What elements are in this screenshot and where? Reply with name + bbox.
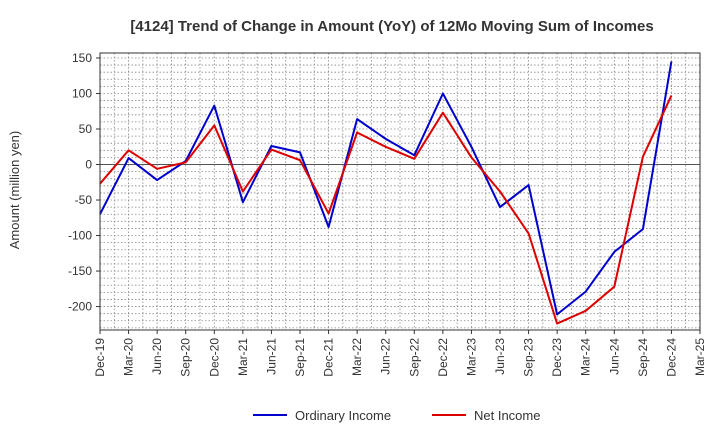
- y-tick-label: 50: [79, 122, 93, 136]
- x-tick-label: Dec-21: [322, 338, 336, 377]
- x-tick-label: Dec-20: [207, 338, 221, 377]
- x-tick-label: Mar-22: [350, 338, 364, 376]
- y-tick-label: -200: [68, 300, 92, 314]
- x-tick-label: Jun-21: [264, 338, 278, 375]
- series-line-ordinary-income: [99, 61, 673, 316]
- x-tick-label: Jun-20: [150, 338, 164, 375]
- x-tick-label: Sep-22: [407, 338, 421, 377]
- plot-border: [99, 52, 701, 331]
- y-tick-labels: 150 100 50 0 -50 -100 -150 -200: [68, 51, 100, 314]
- x-tick-label: Mar-23: [464, 338, 478, 376]
- y-tick-label: -50: [75, 193, 93, 207]
- x-tick-label: Sep-20: [179, 338, 193, 377]
- y-axis-label: Amount (million yen): [7, 131, 22, 250]
- series-lines: [99, 61, 673, 325]
- x-tick-label: Jun-23: [493, 338, 507, 375]
- x-tick-label: Jun-24: [607, 338, 621, 375]
- x-tick-label: Dec-19: [93, 338, 107, 377]
- x-tick-labels: Dec-19 Mar-20 Jun-20 Sep-20 Dec-20 Mar-21 Jun-…: [93, 330, 707, 377]
- x-tick-label: Mar-24: [579, 338, 593, 376]
- x-tick-label: Dec-24: [664, 338, 678, 377]
- x-tick-label: Mar-21: [236, 338, 250, 376]
- x-tick-label: Dec-23: [550, 338, 564, 377]
- legend-label: Net Income: [474, 408, 540, 423]
- y-tick-label: -150: [68, 264, 92, 278]
- legend-label: Ordinary Income: [295, 408, 391, 423]
- x-tick-label: Sep-24: [636, 338, 650, 377]
- chart-title: [4124] Trend of Change in Amount (YoY) o…: [130, 18, 653, 35]
- x-tick-label: Dec-22: [436, 338, 450, 377]
- x-tick-label: Sep-21: [293, 338, 307, 377]
- x-tick-label: Mar-25: [693, 338, 707, 376]
- y-tick-label: -100: [68, 229, 92, 243]
- series-line-net-income: [99, 95, 673, 325]
- x-tick-label: Jun-22: [379, 338, 393, 375]
- y-tick-label: 100: [72, 86, 92, 100]
- y-tick-label: 0: [85, 158, 92, 172]
- x-tick-label: Mar-20: [122, 338, 136, 376]
- grid-lines: [99, 53, 701, 330]
- x-tick-label: Sep-23: [522, 338, 536, 377]
- legend: Ordinary Income Net Income: [253, 408, 540, 423]
- y-tick-label: 150: [72, 51, 92, 65]
